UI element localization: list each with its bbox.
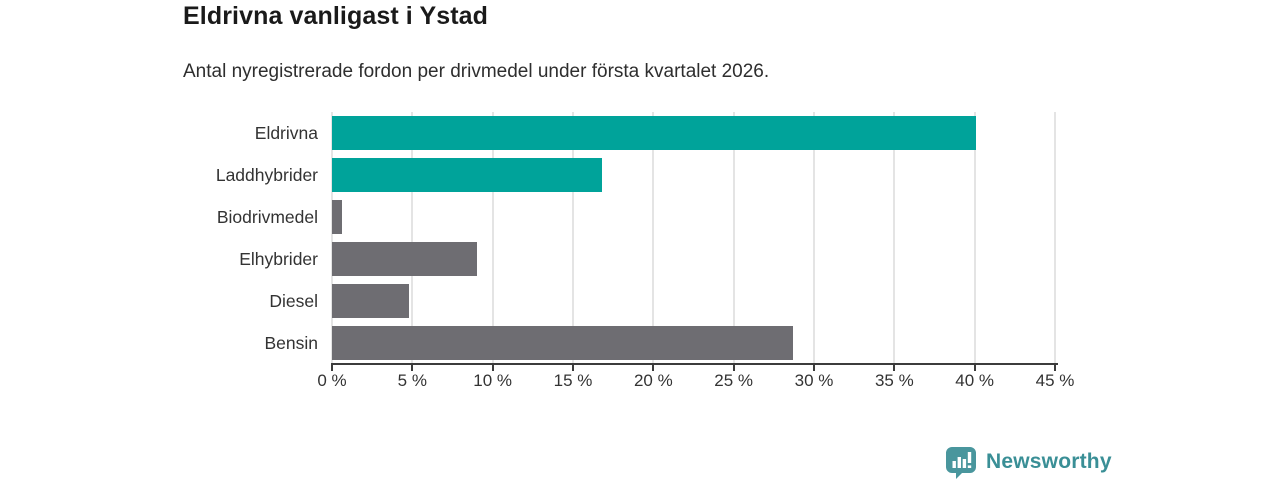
bar-chart-badge-icon	[944, 445, 978, 479]
x-tick-mark	[411, 363, 414, 371]
chart-title: Eldrivna vanligast i Ystad	[183, 2, 489, 30]
gridline	[1054, 112, 1056, 364]
x-tick-label: 40 %	[955, 371, 995, 390]
x-tick-mark	[1054, 363, 1056, 371]
x-axis-line	[332, 363, 1058, 365]
bar-biodrivmedel	[332, 200, 342, 234]
x-tick-label: 20 %	[633, 371, 673, 390]
gridline	[652, 112, 655, 364]
x-tick-label: 0 %	[317, 371, 347, 390]
logo-text: Newsworthy	[986, 450, 1112, 473]
x-tick-label: 45 %	[1035, 371, 1075, 390]
x-tick-mark	[813, 363, 815, 371]
category-label: Diesel	[269, 291, 318, 311]
gridline	[331, 112, 333, 364]
gridline	[813, 112, 815, 364]
x-tick-label: 10 %	[473, 371, 513, 390]
category-label: Elhybrider	[239, 249, 318, 269]
x-tick-label: 5 %	[397, 371, 427, 390]
x-tick-mark	[893, 363, 896, 371]
x-tick-mark	[331, 363, 333, 371]
chart-subtitle: Antal nyregistrerade fordon per drivmede…	[183, 61, 770, 82]
bar-elhybrider	[332, 242, 477, 276]
x-tick-label: 25 %	[714, 371, 754, 390]
category-label: Bensin	[264, 333, 318, 353]
x-tick-label: 30 %	[794, 371, 834, 390]
newsworthy-logo: Newsworthy	[944, 445, 1112, 479]
x-tick-mark	[572, 363, 574, 371]
gridline	[732, 112, 735, 364]
x-tick-mark	[973, 363, 976, 371]
bar-bensin	[332, 326, 794, 360]
x-tick-label: 35 %	[874, 371, 914, 390]
x-tick-mark	[732, 363, 735, 371]
plot-area	[331, 112, 1056, 364]
x-tick-mark	[652, 363, 655, 371]
category-label: Biodrivmedel	[216, 207, 318, 227]
gridline	[572, 112, 574, 364]
gridline	[973, 112, 976, 364]
x-tick-mark	[491, 363, 494, 371]
category-label: Laddhybrider	[215, 165, 318, 185]
gridline	[411, 112, 414, 364]
x-tick-label: 15 %	[553, 371, 593, 390]
bar-eldrivna	[332, 116, 977, 150]
category-label: Eldrivna	[254, 123, 318, 143]
gridline	[491, 112, 494, 364]
bar-laddhybrider	[332, 158, 602, 192]
bar-diesel	[332, 284, 410, 318]
gridline	[893, 112, 896, 364]
